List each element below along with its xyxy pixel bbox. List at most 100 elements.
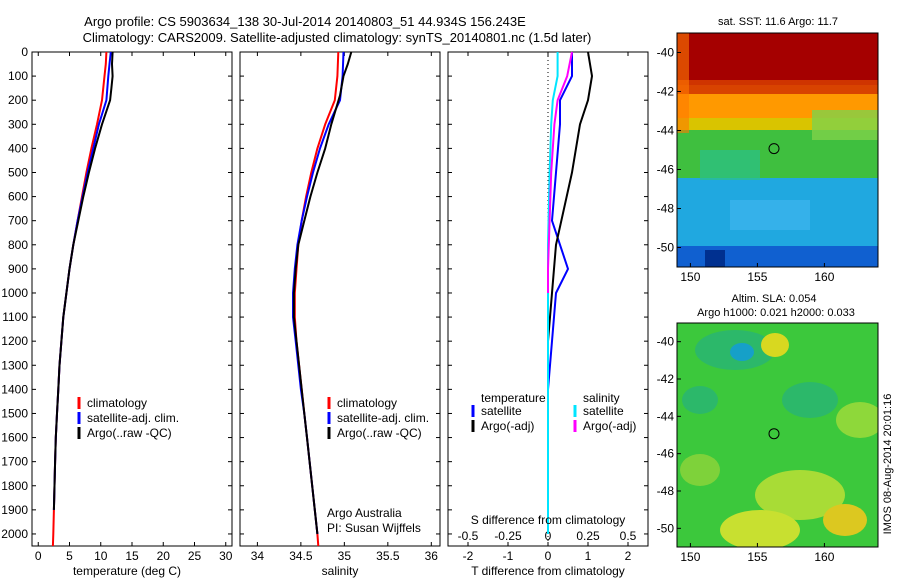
map-y-tick-label: -50 [657, 521, 675, 535]
sla-map-title: Altim. SLA: 0.054 [732, 293, 817, 305]
map-y-tick-label: -42 [657, 372, 675, 386]
x-tick-label: 36 [425, 549, 439, 563]
legend-title-temperature: temperature [481, 391, 546, 405]
x-tick-label: 0 [545, 549, 552, 563]
depth-tick-label: 200 [8, 93, 28, 107]
depth-tick-label: 600 [8, 190, 28, 204]
salinity-difference-tick-label: 0.5 [620, 529, 637, 543]
legend-label-climatology: climatology [87, 396, 147, 410]
map-y-tick-label: -48 [657, 484, 675, 498]
legend-label-argo: Argo(..raw -QC) [337, 426, 422, 440]
depth-tick-label: 1700 [1, 455, 28, 469]
depth-tick-label: 1000 [1, 286, 28, 300]
map-x-tick-label: 160 [814, 270, 834, 284]
map-x-tick-label: 160 [814, 550, 834, 564]
x-tick-label: -2 [463, 549, 474, 563]
salinity-difference-tick-label: 0.25 [576, 529, 600, 543]
depth-tick-label: 1900 [1, 503, 28, 517]
x-tick-label: 30 [219, 549, 233, 563]
depth-tick-label: 1100 [2, 310, 28, 324]
series-line-temperature-2 [52, 51, 114, 510]
figure-title-line1: Argo profile: CS 5903634_138 30-Jul-2014… [84, 14, 526, 29]
depth-tick-label: 800 [8, 238, 28, 252]
depth-tick-label: 400 [8, 141, 28, 155]
sst-map-frame [676, 32, 879, 268]
temperature-difference-axis-label: T difference from climatology [471, 564, 625, 578]
series-line-salinity-2 [292, 51, 353, 535]
sla-heatmap [677, 323, 878, 547]
sla-map-subtitle: Argo h1000: 0.021 h2000: 0.033 [697, 307, 855, 319]
x-tick-label: 2 [625, 549, 632, 563]
x-tick-label: 1 [585, 549, 592, 563]
sla-map: Altim. SLA: 0.054 Argo h1000: 0.021 h200… [657, 293, 879, 564]
legend-label-climatology: climatology [337, 396, 397, 410]
figure-title-line2: Climatology: CARS2009. Satellite-adjuste… [83, 30, 592, 45]
legend-label-temp-argo: Argo(-adj) [481, 419, 534, 433]
series-line-difference-0 [547, 52, 573, 510]
depth-tick-label: 0 [21, 45, 28, 59]
x-tick-label: 20 [157, 549, 171, 563]
map-y-tick-label: -42 [657, 85, 675, 99]
temperature-panel-frame [31, 51, 233, 547]
map-x-tick-label: 155 [747, 270, 767, 284]
credit-line1: Argo Australia [327, 506, 402, 520]
x-tick-label: 10 [94, 549, 108, 563]
sst-heatmap [677, 33, 878, 267]
map-y-tick-label: -44 [657, 409, 675, 423]
map-y-tick-label: -44 [657, 124, 675, 138]
depth-tick-label: 1500 [1, 406, 28, 420]
salinity-difference-tick-label: -0.5 [458, 529, 479, 543]
x-tick-label: 5 [66, 549, 73, 563]
map-y-tick-label: -46 [657, 163, 675, 177]
depth-tick-label: 2000 [1, 527, 28, 541]
series-line-difference-1 [547, 51, 593, 390]
depth-tick-label: 1400 [1, 382, 28, 396]
sst-map-title: sat. SST: 11.6 Argo: 11.7 [718, 16, 838, 28]
map-y-tick-label: -46 [657, 447, 675, 461]
salinity-legend: climatology satellite-adj. clim. Argo(..… [327, 396, 429, 535]
sst-map-axes: 150 155 160 -40 -42 -44 -46 -48 -50 [657, 46, 835, 285]
legend-label-sal-argo: Argo(-adj) [583, 419, 636, 433]
salinity-difference-tick-label: -0.25 [494, 529, 522, 543]
map-y-tick-label: -50 [657, 241, 675, 255]
x-tick-label: 35.5 [376, 549, 400, 563]
sla-map-axes: 150 155 160 -40 -42 -44 -46 -48 -50 [657, 335, 835, 564]
x-tick-label: 25 [188, 549, 202, 563]
salinity-panel-frame [239, 51, 441, 547]
legend-label-satellite: satellite-adj. clim. [87, 411, 179, 425]
legend-label-sal-satellite: satellite [583, 404, 624, 418]
legend-label-temp-satellite: satellite [481, 404, 522, 418]
map-y-tick-label: -40 [657, 46, 675, 60]
credit-line2: PI: Susan Wijffels [327, 521, 421, 535]
timestamp-stamp: IMOS 08-Aug-2014 20:01:16 [882, 394, 894, 535]
legend-label-argo: Argo(..raw -QC) [87, 426, 172, 440]
salinity-difference-axis-label: S difference from climatology [471, 513, 626, 527]
x-tick-label: 34 [251, 549, 265, 563]
sla-map-frame [676, 322, 879, 548]
legend-label-satellite: satellite-adj. clim. [337, 411, 429, 425]
series-line-difference-3 [547, 51, 573, 293]
map-x-tick-label: 150 [680, 270, 700, 284]
sst-map: sat. SST: 11.6 Argo: 11.7 150 155 160 -40 -4… [657, 16, 879, 285]
depth-tick-label: 1600 [1, 431, 28, 445]
x-tick-label: 15 [125, 549, 139, 563]
legend-title-salinity: salinity [583, 391, 620, 405]
x-tick-label: 35 [338, 549, 352, 563]
argo-position-marker [768, 428, 780, 440]
map-y-tick-label: -40 [657, 335, 675, 349]
series-line-salinity-1 [292, 51, 345, 535]
depth-tick-label: 1300 [1, 358, 28, 372]
depth-tick-label: 100 [8, 69, 28, 83]
temperature-axis-label: temperature (deg C) [73, 564, 181, 578]
depth-tick-label: 700 [8, 214, 28, 228]
axes-layer: 0100200300400500600700800900100011001200… [1, 45, 648, 563]
map-x-tick-label: 150 [680, 550, 700, 564]
depth-tick-label: 1800 [1, 479, 28, 493]
depth-tick-label: 500 [8, 165, 28, 179]
depth-tick-label: 300 [8, 117, 28, 131]
profile-lines [51, 51, 593, 547]
x-tick-label: 34.5 [289, 549, 313, 563]
salinity-axis-label: salinity [322, 564, 359, 578]
map-x-tick-label: 155 [747, 550, 767, 564]
